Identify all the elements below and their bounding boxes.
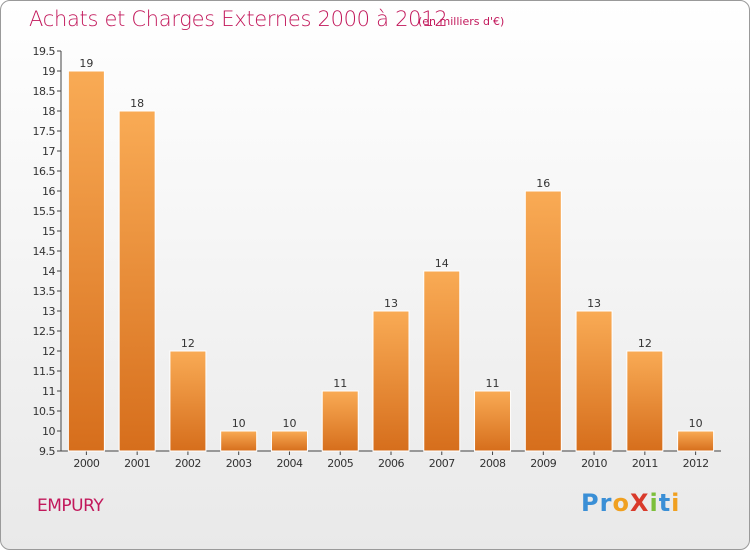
- bar-2005: [321, 390, 359, 452]
- bar-2009: [524, 190, 562, 452]
- commune-name: EMPURY: [37, 496, 104, 516]
- bar-2002: [169, 350, 207, 452]
- x-tick-label: 2012: [683, 457, 709, 470]
- y-tick-label: 12.5: [33, 325, 56, 338]
- bar-value-label: 16: [536, 177, 550, 190]
- y-tick-label: 18: [42, 105, 55, 118]
- y-tick-label: 16: [42, 185, 55, 198]
- y-tick-label: 18.5: [33, 85, 56, 98]
- bar-2003: [220, 430, 258, 452]
- y-tick-label: 17: [42, 145, 55, 158]
- bar-value-label: 12: [181, 337, 195, 350]
- x-tick-label: 2009: [530, 457, 556, 470]
- bar-value-label: 19: [79, 57, 93, 70]
- x-tick-label: 2001: [124, 457, 150, 470]
- y-tick-label: 11.5: [33, 365, 56, 378]
- y-tick-label: 10: [42, 425, 55, 438]
- logo-letter: i: [671, 489, 681, 517]
- bar-value-label: 18: [130, 97, 144, 110]
- y-tick-label: 14: [42, 265, 55, 278]
- logo-letter: r: [599, 489, 613, 517]
- y-tick-label: 15: [42, 225, 55, 238]
- x-axis: 2000 2001 2002 2003 2004 2005 2006 2007 2008 2009…: [61, 450, 721, 470]
- y-tick-label: 11: [42, 385, 55, 398]
- logo-letter: P: [581, 489, 600, 517]
- bar-2004: [270, 430, 308, 452]
- y-tick-label: 13: [42, 305, 55, 318]
- x-tick-label: 2004: [276, 457, 302, 470]
- chart-subtitle: (en milliers d'€): [418, 15, 505, 28]
- bar-value-label: 13: [384, 297, 398, 310]
- x-tick-label: 2008: [480, 457, 506, 470]
- y-tick-label: 16.5: [33, 165, 56, 178]
- x-tick-label: 2005: [327, 457, 353, 470]
- bar-2000: [67, 70, 105, 452]
- y-tick-label: 12: [42, 345, 55, 358]
- bar-2008: [474, 390, 512, 452]
- proxiti-logo: ProXiti: [581, 489, 680, 517]
- bars: 19 18 12 10 10 11 13 14 11 16 13 12 10: [67, 57, 715, 452]
- bar-value-label: 14: [435, 257, 449, 270]
- bar-value-label: 13: [587, 297, 601, 310]
- y-tick-label: 19: [42, 65, 55, 78]
- x-tick-label: 2006: [378, 457, 404, 470]
- bar-2010: [575, 310, 613, 452]
- bar-2006: [372, 310, 410, 452]
- x-tick-label: 2000: [73, 457, 99, 470]
- logo-letter: o: [612, 489, 630, 517]
- x-tick-label: 2011: [632, 457, 658, 470]
- bar-value-label: 10: [689, 417, 703, 430]
- logo-letter: t: [658, 489, 672, 517]
- bar-value-label: 11: [333, 377, 347, 390]
- y-tick-label: 15.5: [33, 205, 56, 218]
- y-axis: 9.5 10 10.5 11 11.5 12 12.5 13 13.5 14 14.5 15 15.5 1…: [33, 45, 62, 458]
- logo-letter: X: [629, 489, 650, 517]
- y-tick-label: 13.5: [33, 285, 56, 298]
- bar-2011: [626, 350, 664, 452]
- x-tick-label: 2003: [226, 457, 252, 470]
- y-tick-label: 19.5: [33, 45, 56, 58]
- x-tick-label: 2010: [581, 457, 607, 470]
- y-tick-label: 14.5: [33, 245, 56, 258]
- bar-value-label: 10: [282, 417, 296, 430]
- bar-value-label: 12: [638, 337, 652, 350]
- y-tick-label: 9.5: [39, 445, 55, 458]
- x-tick-label: 2007: [429, 457, 455, 470]
- logo-letter: i: [649, 489, 659, 517]
- bar-value-label: 11: [486, 377, 500, 390]
- y-tick-label: 10.5: [33, 405, 56, 418]
- bar-2007: [423, 270, 461, 452]
- bar-2012: [677, 430, 715, 452]
- chart-title: Achats et Charges Externes 2000 à 2012: [29, 7, 448, 31]
- x-tick-label: 2002: [175, 457, 201, 470]
- bar-2001: [118, 110, 156, 452]
- y-tick-label: 17.5: [33, 125, 56, 138]
- bar-value-label: 10: [232, 417, 246, 430]
